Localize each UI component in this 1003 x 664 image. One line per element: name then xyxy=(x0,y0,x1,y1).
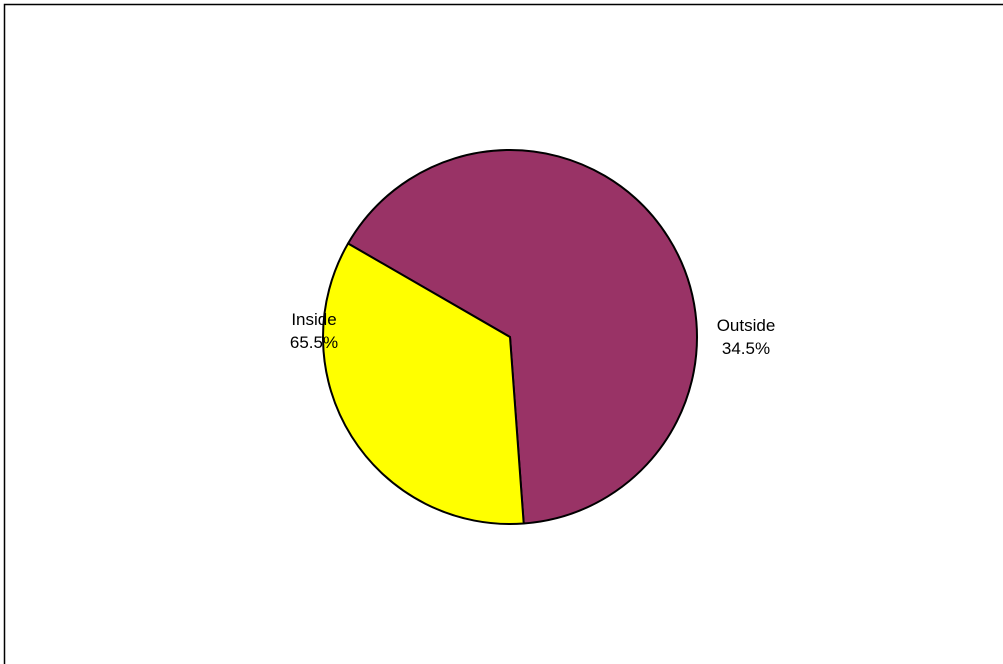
slice-value-outside: 34.5% xyxy=(722,339,770,358)
pie-slice-inside xyxy=(347,149,698,525)
slice-value-inside: 65.5% xyxy=(290,333,338,352)
pie-slice-outside xyxy=(322,242,525,525)
slice-label-inside: Inside xyxy=(291,310,336,329)
slice-label-outside: Outside xyxy=(717,316,776,335)
pie-labels: Inside 65.5% Outside 34.5% xyxy=(290,310,775,358)
pie-slices xyxy=(322,149,698,525)
